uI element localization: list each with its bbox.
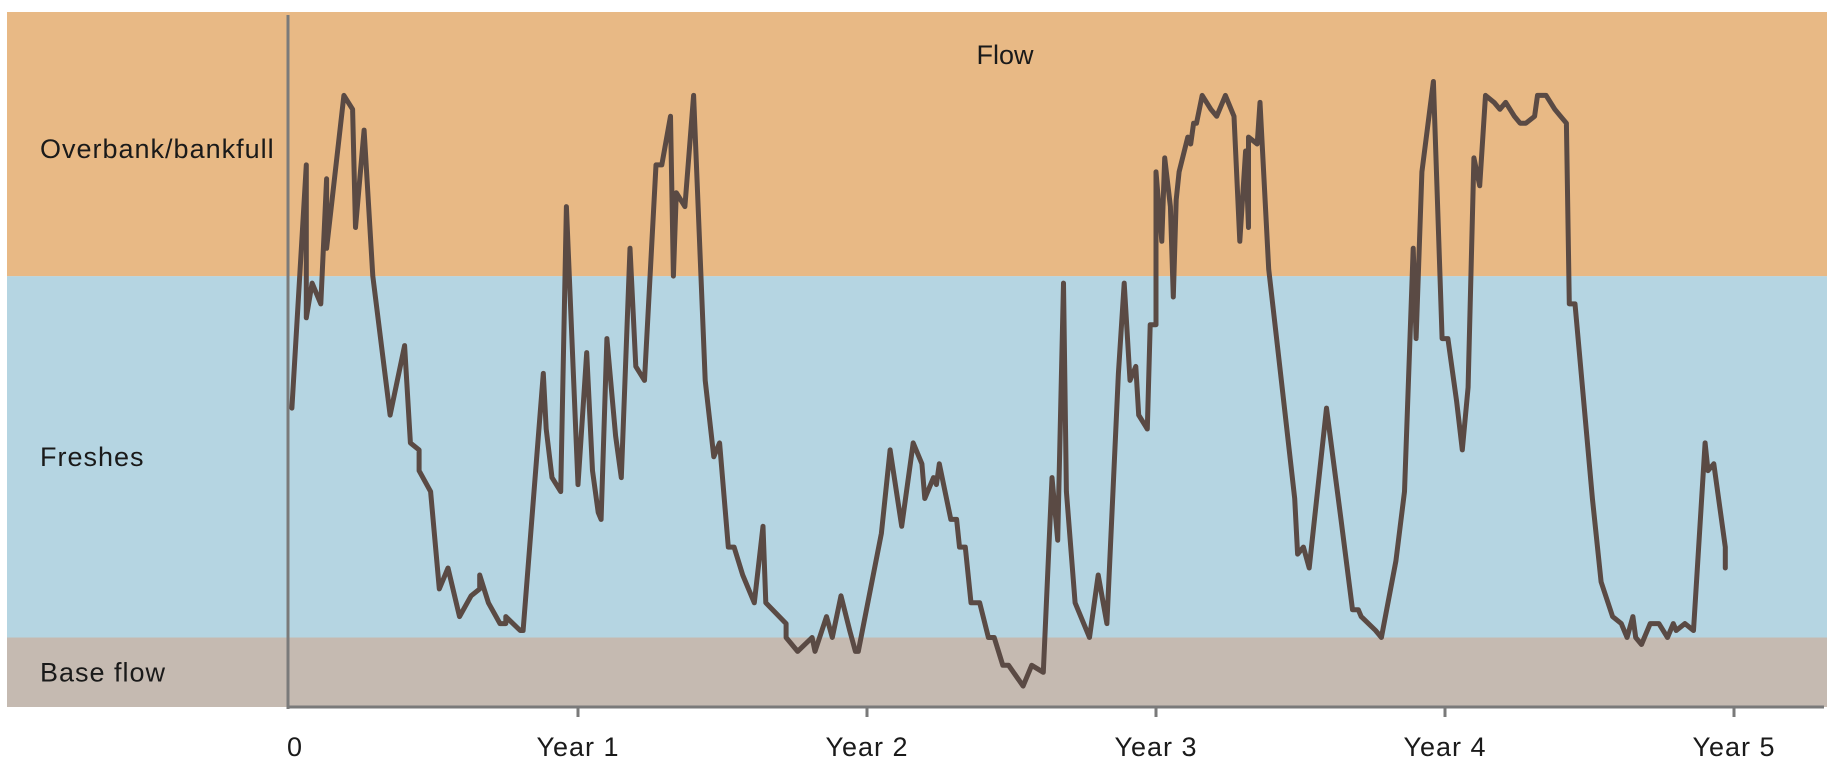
x-ticks: 0 Year 1 Year 2 Year 3 Year 4 Year 5 (287, 707, 1775, 762)
x-tick-label: Year 4 (1403, 732, 1486, 762)
band-label-overbank-bankfull: Overbank/bankfull (40, 134, 275, 164)
chart-title: Flow (976, 40, 1034, 70)
flow-bands (7, 12, 1827, 707)
x-tick-label: 0 (287, 732, 303, 762)
x-tick-label: Year 2 (825, 732, 908, 762)
band-base-flow (7, 637, 1827, 707)
band-label-freshes: Freshes (40, 442, 145, 472)
x-tick-label: Year 1 (536, 732, 619, 762)
band-label-base-flow: Base flow (40, 657, 166, 687)
band-overbank-bankfull (7, 12, 1827, 277)
axes (286, 15, 1824, 709)
x-tick-label: Year 3 (1114, 732, 1197, 762)
series (289, 79, 1728, 689)
x-tick-label: Year 5 (1692, 732, 1775, 762)
flow-series-line (289, 79, 1728, 689)
band-labels: Base flow Freshes Overbank/bankfull (40, 134, 275, 687)
